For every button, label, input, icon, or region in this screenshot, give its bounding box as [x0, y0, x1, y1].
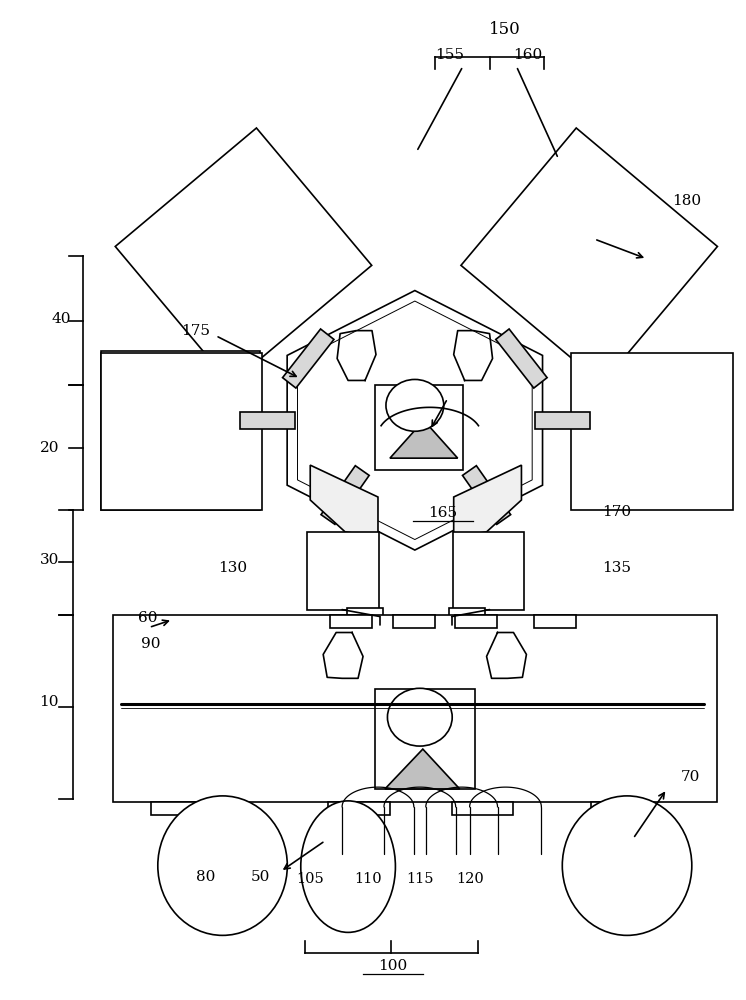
Bar: [452, 802, 513, 815]
Text: 105: 105: [296, 872, 324, 886]
Text: 20: 20: [40, 441, 59, 455]
Bar: [347, 608, 383, 622]
Polygon shape: [240, 412, 295, 429]
Bar: [330, 615, 372, 628]
Bar: [328, 802, 390, 815]
Polygon shape: [496, 329, 547, 388]
Bar: [591, 802, 653, 815]
Text: 80: 80: [196, 870, 216, 884]
Text: 175: 175: [181, 324, 210, 338]
Ellipse shape: [301, 801, 395, 932]
Text: 135: 135: [603, 561, 632, 575]
Text: 60: 60: [138, 611, 157, 625]
Polygon shape: [461, 128, 718, 384]
Text: 180: 180: [672, 194, 701, 208]
Bar: [448, 608, 485, 622]
Bar: [151, 802, 213, 815]
Bar: [307, 532, 379, 610]
Text: 10: 10: [40, 695, 59, 709]
Bar: [375, 385, 463, 470]
Polygon shape: [385, 749, 460, 789]
Ellipse shape: [386, 379, 444, 431]
Polygon shape: [101, 351, 260, 510]
Ellipse shape: [158, 796, 287, 935]
Text: 170: 170: [603, 505, 632, 519]
Text: 120: 120: [456, 872, 483, 886]
Polygon shape: [310, 465, 378, 537]
Polygon shape: [283, 329, 334, 388]
Text: 115: 115: [406, 872, 433, 886]
Bar: [455, 615, 497, 628]
Text: 110: 110: [354, 872, 382, 886]
Polygon shape: [390, 420, 458, 458]
Text: 100: 100: [378, 959, 407, 973]
Text: 150: 150: [489, 21, 521, 38]
Bar: [571, 353, 733, 510]
Bar: [113, 615, 717, 802]
Text: 165: 165: [428, 506, 457, 520]
Text: 40: 40: [51, 312, 71, 326]
Polygon shape: [298, 301, 532, 540]
Polygon shape: [535, 412, 589, 429]
Polygon shape: [321, 466, 369, 524]
Text: 130: 130: [218, 561, 247, 575]
Bar: [393, 615, 435, 628]
Text: 70: 70: [681, 770, 700, 784]
Text: 160: 160: [513, 48, 542, 62]
Bar: [375, 689, 474, 789]
Polygon shape: [463, 466, 511, 524]
Text: 50: 50: [251, 870, 270, 884]
Polygon shape: [287, 291, 542, 550]
Ellipse shape: [562, 796, 692, 935]
Polygon shape: [454, 465, 521, 537]
Text: 30: 30: [40, 553, 59, 567]
Bar: [534, 615, 576, 628]
Bar: [453, 532, 524, 610]
Bar: [101, 353, 263, 510]
Ellipse shape: [387, 688, 452, 746]
Polygon shape: [115, 128, 372, 384]
Text: 155: 155: [435, 48, 464, 62]
Text: 90: 90: [141, 637, 160, 651]
